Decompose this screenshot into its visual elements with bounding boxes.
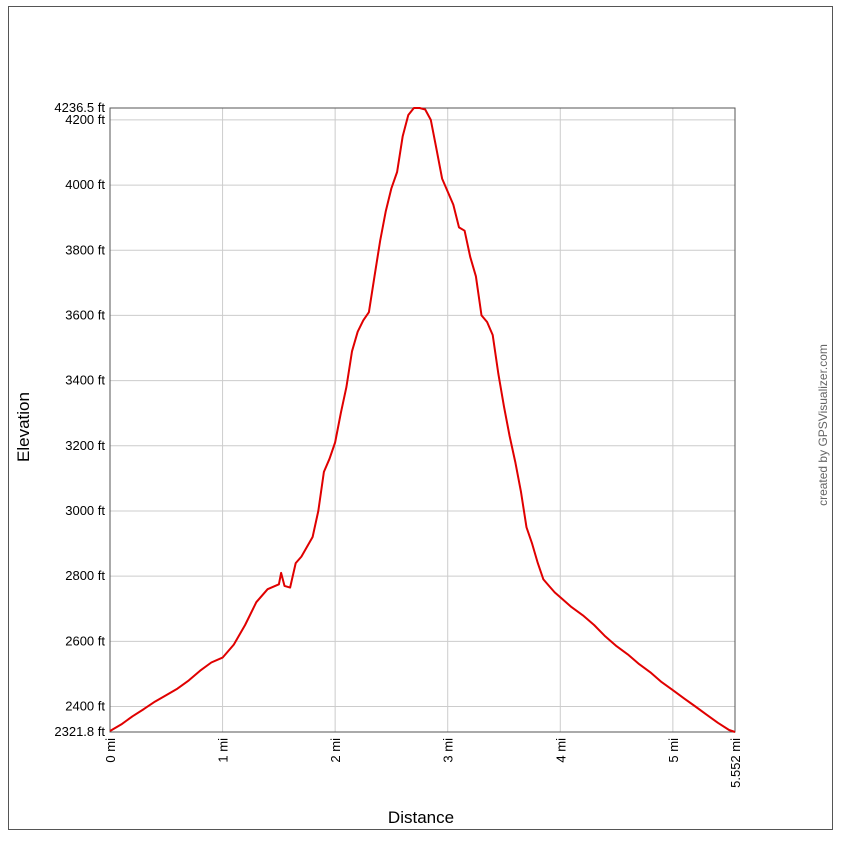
chart-frame: 2321.8 ft 2400 ft 2600 ft 2800 ft 3000 ft 320…: [8, 6, 833, 830]
y-tick-label: 2400 ft: [65, 699, 105, 714]
y-tick-label: 3600 ft: [65, 307, 105, 322]
x-axis: 0 mi 1 mi 2 mi 3 mi 4 mi 5 mi 5.552 mi: [103, 738, 743, 788]
y-tick-label: 3000 ft: [65, 503, 105, 518]
x-tick-label: 2 mi: [328, 738, 343, 763]
x-axis-label: Distance: [388, 808, 454, 827]
y-tick-label: 2600 ft: [65, 633, 105, 648]
y-axis: 2321.8 ft 2400 ft 2600 ft 2800 ft 3000 ft 320…: [54, 100, 105, 739]
x-tick-label: 4 mi: [553, 738, 568, 763]
y-tick-label: 4000 ft: [65, 177, 105, 192]
y-tick-label: 4236.5 ft: [54, 100, 105, 115]
y-tick-label: 3400 ft: [65, 373, 105, 388]
elevation-profile-chart: 2321.8 ft 2400 ft 2600 ft 2800 ft 3000 ft 320…: [14, 100, 830, 827]
credit-text: created by GPSVisualizer.com: [816, 344, 830, 506]
grid: [109, 107, 736, 733]
elevation-line: [109, 107, 736, 733]
plot-border: [109, 107, 736, 733]
x-tick-label: 0 mi: [103, 738, 118, 763]
y-tick-label: 3200 ft: [65, 438, 105, 453]
y-tick-label: 4200 ft: [65, 112, 105, 127]
x-tick-label: 3 mi: [441, 738, 456, 763]
x-tick-label: 5.552 mi: [728, 738, 743, 788]
x-tick-label: 5 mi: [666, 738, 681, 763]
x-tick-label: 1 mi: [216, 738, 231, 763]
y-tick-label: 3800 ft: [65, 242, 105, 257]
y-axis-label: Elevation: [14, 392, 33, 462]
y-tick-label: 2321.8 ft: [54, 724, 105, 739]
y-tick-label: 2800 ft: [65, 568, 105, 583]
